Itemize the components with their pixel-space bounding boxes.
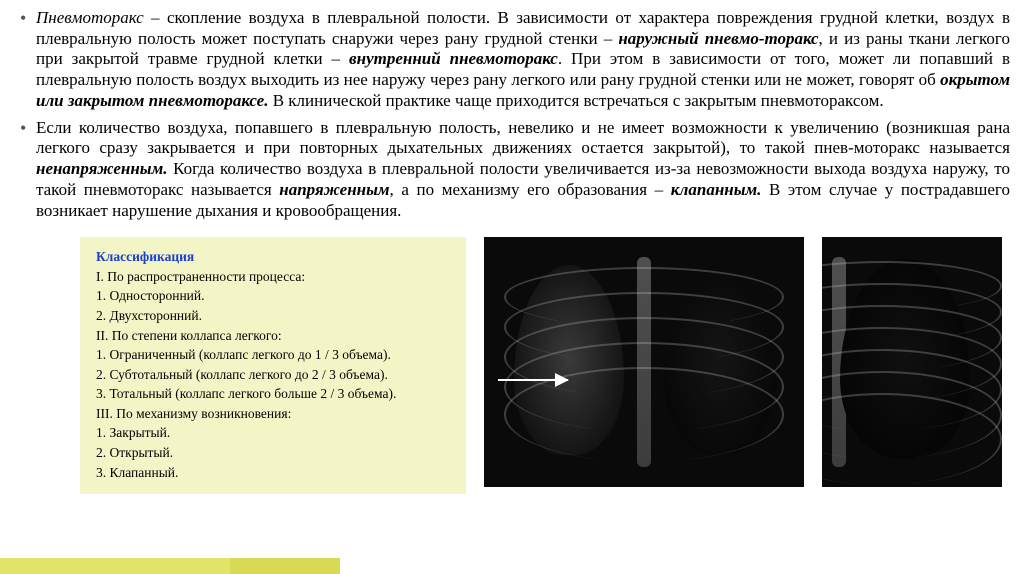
classification-line: 1. Ограниченный (коллапс легкого до 1 / … <box>96 345 450 365</box>
classification-line: I. По распространенности процесса: <box>96 267 450 287</box>
classification-line: 1. Односторонний. <box>96 286 450 306</box>
classification-line: 2. Субтотальный (коллапс легкого до 2 / … <box>96 365 450 385</box>
classification-box: Классификация I. По распространенности п… <box>80 237 466 494</box>
classification-line: 1. Закрытый. <box>96 423 450 443</box>
p1-text-4: В клинической практике чаще приходится в… <box>268 91 883 110</box>
xray-image-2 <box>822 237 1002 487</box>
paragraph-2: • Если количество воздуха, попавшего в п… <box>14 118 1010 222</box>
paragraph-1: • Пневмоторакс – скопление воздуха в пле… <box>14 8 1010 112</box>
p2-text-1: Если количество воздуха, попавшего в пле… <box>36 118 1010 158</box>
footer-accent-2 <box>230 558 340 574</box>
classification-line: II. По степени коллапса легкого: <box>96 326 450 346</box>
p2-text-3: , а по механизму его образования – <box>390 180 671 199</box>
classification-line: III. По механизму возникновения: <box>96 404 450 424</box>
term-nontension: ненапряженным. <box>36 159 167 178</box>
term-tension: напряженным <box>279 180 389 199</box>
classification-line: 3. Клапанный. <box>96 463 450 483</box>
xray-image-1 <box>484 237 804 487</box>
classification-line: 2. Открытый. <box>96 443 450 463</box>
footer-accent-1 <box>0 558 230 574</box>
bullet-icon: • <box>20 8 26 30</box>
term-pneumothorax: Пневмоторакс <box>36 8 144 27</box>
arrow-indicator <box>498 379 568 381</box>
term-internal: внутренний пневмоторакс <box>349 49 558 68</box>
classification-line: 3. Тотальный (коллапс легкого больше 2 /… <box>96 384 450 404</box>
classification-line: 2. Двухсторонний. <box>96 306 450 326</box>
bullet-icon: • <box>20 118 26 140</box>
lower-section: Классификация I. По распространенности п… <box>0 227 1024 494</box>
classification-lines: I. По распространенности процесса:1. Одн… <box>96 267 450 482</box>
term-external: наружный пневмо-торакс <box>618 29 818 48</box>
term-valve: клапанным. <box>671 180 762 199</box>
classification-title: Классификация <box>96 247 450 267</box>
